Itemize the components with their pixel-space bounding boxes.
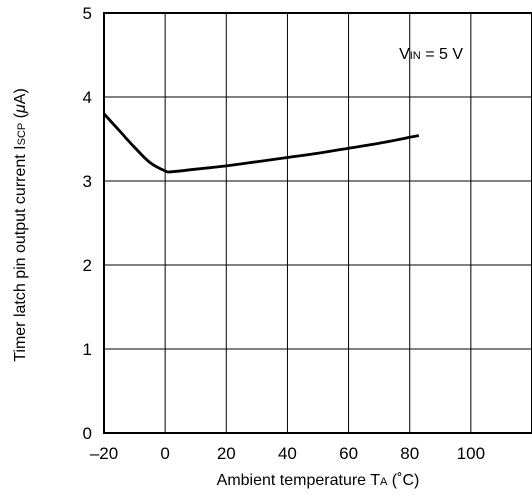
x-tick-label: 60	[339, 444, 358, 463]
x-tick-label: 100	[457, 444, 485, 463]
annotation-sub: IN	[410, 50, 421, 62]
x-axis-title-sub: A	[380, 476, 388, 488]
x-tick-label: 80	[400, 444, 419, 463]
x-tick-label: 40	[278, 444, 297, 463]
y-tick-label: 4	[83, 88, 92, 107]
annotation-suffix: = 5 V	[421, 46, 464, 63]
y-axis-title: Timer latch pin output current ISCP (μA)	[12, 88, 29, 362]
y-axis-title-sub: SCP	[16, 123, 28, 146]
y-tick-label: 0	[83, 424, 92, 443]
x-axis-title-main: Ambient temperature T	[217, 472, 381, 489]
y-tick-labels: 0 1 2 3 4 5	[83, 4, 92, 443]
y-tick-label: 1	[83, 340, 92, 359]
annotation-vin: VIN = 5 V	[399, 46, 463, 63]
series-line	[102, 112, 420, 174]
x-tick-label: 20	[217, 444, 236, 463]
y-tick-label: 2	[83, 256, 92, 275]
x-tick-labels: –20 0 20 40 60 80 100	[90, 444, 485, 463]
x-axis-title-unit: (˚C)	[387, 472, 419, 489]
series-layer	[102, 112, 420, 174]
y-axis-title-unit: (	[12, 112, 29, 122]
x-tick-label: –20	[90, 444, 118, 463]
y-axis-title-unit-end: A)	[12, 88, 29, 104]
annotation-prefix: V	[399, 46, 410, 63]
y-axis-title-mu: μ	[12, 104, 29, 114]
x-tick-label: 0	[160, 444, 169, 463]
y-tick-label: 3	[83, 172, 92, 191]
y-axis-title-main: Timer latch pin output current I	[12, 145, 29, 361]
y-tick-label: 5	[83, 4, 92, 23]
x-axis-title: Ambient temperature TA (˚C)	[217, 472, 420, 489]
plot-frame	[103, 12, 532, 434]
grid	[104, 13, 532, 433]
